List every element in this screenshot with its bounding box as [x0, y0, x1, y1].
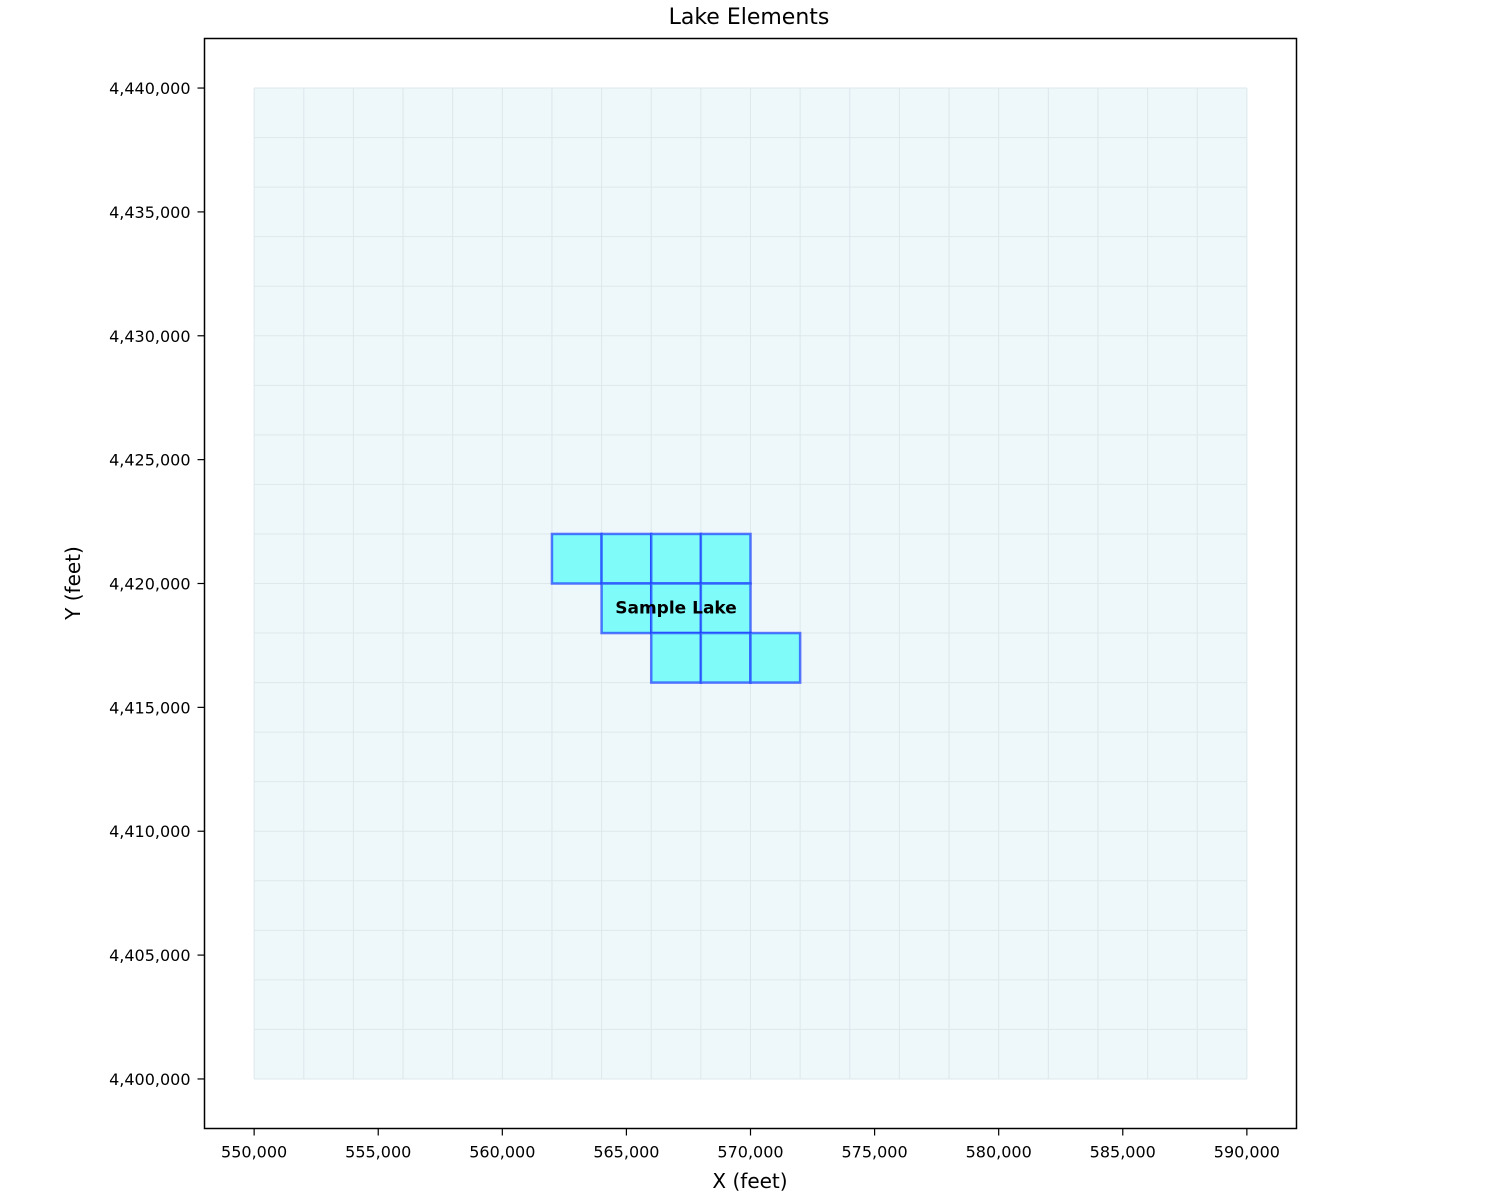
lake-element [699, 532, 752, 585]
x-tick-label: 565,000 [593, 1143, 659, 1162]
lake-name-label: Sample Lake [615, 598, 737, 618]
y-tick-label: 4,420,000 [109, 575, 190, 594]
y-tick-label: 4,405,000 [109, 946, 190, 965]
lake-element [550, 532, 603, 585]
lake-element [699, 631, 752, 684]
y-tick-label: 4,410,000 [109, 822, 190, 841]
lake-element [699, 582, 752, 635]
x-axis: 550,000 555,000 560,000 565,000 570,000 575,0… [221, 1128, 1280, 1162]
x-tick-label: 590,000 [1214, 1143, 1280, 1162]
y-tick-label: 4,415,000 [109, 698, 190, 717]
x-tick-label: 570,000 [717, 1143, 783, 1162]
lake-element [600, 582, 653, 635]
x-tick-label: 580,000 [966, 1143, 1032, 1162]
x-tick-label: 575,000 [842, 1143, 908, 1162]
x-axis-label: X (feet) [712, 1169, 787, 1193]
y-tick-label: 4,400,000 [109, 1070, 190, 1089]
y-axis-label: Y (feet) [61, 546, 85, 621]
y-tick-label: 4,435,000 [109, 203, 190, 222]
lake-element [649, 631, 703, 684]
y-tick-label: 4,440,000 [109, 79, 190, 98]
y-axis: 4,400,000 4,405,000 4,410,000 4,415,000 4,42… [109, 79, 205, 1089]
lake-element [649, 532, 703, 585]
x-tick-label: 585,000 [1090, 1143, 1156, 1162]
lake-element [600, 532, 653, 585]
lake-layer: Sample Lake [550, 532, 802, 684]
y-tick-label: 4,430,000 [109, 327, 190, 346]
x-tick-label: 550,000 [221, 1143, 287, 1162]
x-tick-label: 555,000 [345, 1143, 411, 1162]
x-tick-label: 560,000 [469, 1143, 535, 1162]
y-tick-label: 4,425,000 [109, 451, 190, 470]
lake-element [749, 631, 802, 684]
chart-title: Lake Elements [669, 5, 830, 30]
